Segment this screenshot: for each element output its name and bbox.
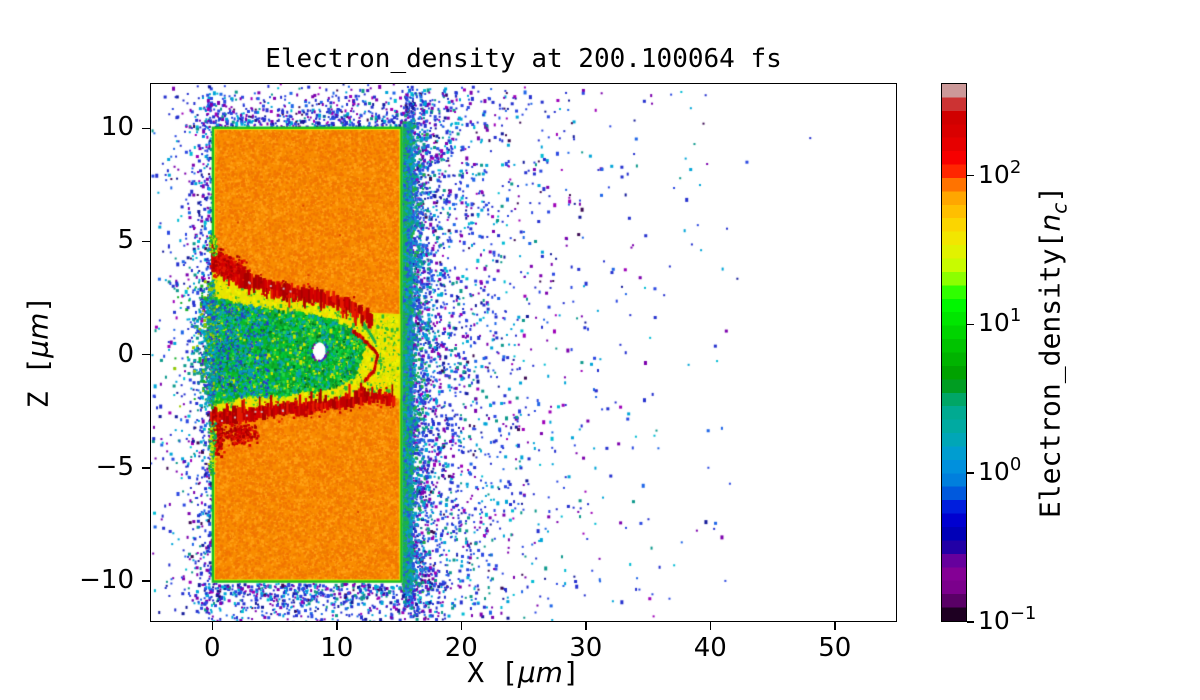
y-tick-label: −10 bbox=[79, 565, 134, 596]
x-tick bbox=[336, 622, 338, 630]
x-axis-label-post: ] bbox=[562, 656, 580, 689]
colorbar-label-post: ] bbox=[1033, 185, 1067, 203]
colorbar-tick bbox=[967, 174, 974, 177]
colorbar-tick-label: 101 bbox=[978, 305, 1022, 338]
cb-tick-exp: −1 bbox=[1009, 603, 1037, 624]
x-tick-label: 50 bbox=[818, 633, 852, 663]
density-heatmap-canvas bbox=[150, 83, 897, 622]
x-tick bbox=[460, 622, 462, 630]
y-tick bbox=[142, 467, 150, 469]
x-axis-label-pre: X [ bbox=[467, 656, 518, 689]
y-tick bbox=[142, 580, 150, 582]
y-tick-label: 0 bbox=[117, 338, 134, 369]
y-tick bbox=[142, 240, 150, 243]
cb-tick-exp: 2 bbox=[1009, 156, 1022, 178]
colorbar-tick bbox=[967, 472, 974, 474]
x-tick bbox=[585, 622, 587, 630]
y-axis-label-post: ] bbox=[21, 295, 55, 313]
colorbar-gradient bbox=[941, 83, 967, 622]
colorbar-tick-label: 102 bbox=[978, 156, 1022, 189]
y-tick-label: 10 bbox=[100, 112, 134, 143]
colorbar-label-pre: Electron_density[ bbox=[1033, 231, 1067, 519]
colorbar-tick-label: 100 bbox=[978, 454, 1022, 487]
x-tick-label: 30 bbox=[569, 633, 603, 663]
cb-tick-base: 10 bbox=[978, 308, 1010, 338]
x-tick bbox=[211, 622, 213, 630]
x-axis-unit: μm bbox=[517, 656, 563, 689]
y-tick bbox=[142, 353, 150, 356]
x-tick bbox=[834, 622, 836, 630]
x-tick-label: 0 bbox=[203, 633, 221, 663]
x-axis-label: X [μm] bbox=[150, 656, 897, 689]
cb-tick-base: 10 bbox=[978, 159, 1010, 189]
x-tick bbox=[709, 622, 711, 630]
y-tick-label: 5 bbox=[117, 225, 134, 256]
chart-title: Electron_density at 200.100064 fs bbox=[265, 44, 782, 74]
colorbar-tick bbox=[967, 621, 974, 623]
y-tick bbox=[142, 127, 150, 130]
cb-tick-base: 10 bbox=[978, 457, 1010, 487]
colorbar-tick bbox=[967, 323, 974, 326]
colorbar-tick-label: 10−1 bbox=[978, 603, 1037, 635]
colorbar-label: Electron_density[nc] bbox=[1033, 185, 1072, 519]
x-tick-label: 20 bbox=[444, 633, 478, 663]
x-tick-label: 10 bbox=[320, 633, 354, 663]
y-tick-label: −5 bbox=[95, 451, 134, 482]
cb-tick-exp: 1 bbox=[1009, 305, 1022, 327]
cb-tick-base: 10 bbox=[978, 606, 1010, 635]
cb-tick-exp: 0 bbox=[1009, 454, 1022, 476]
x-tick-label: 40 bbox=[693, 633, 727, 663]
colorbar-label-n: n bbox=[1033, 213, 1067, 232]
colorbar-label-sub: c bbox=[1047, 202, 1072, 214]
